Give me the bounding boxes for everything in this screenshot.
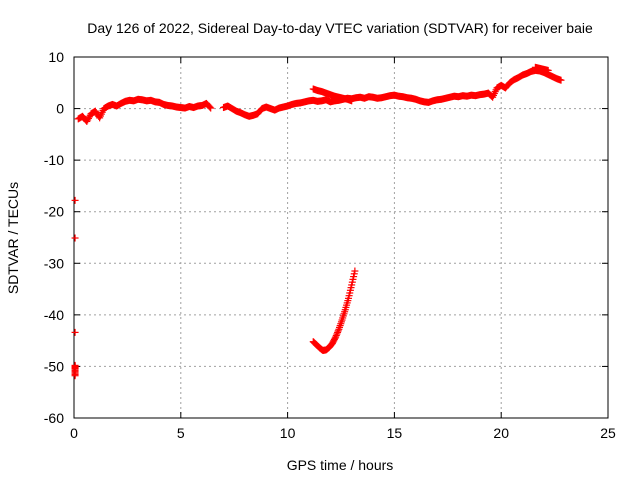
data-point [332,331,340,339]
y-tick-label: -10 [44,152,64,168]
y-tick-label: 0 [56,101,64,117]
data-point [71,196,79,204]
x-tick-label: 0 [70,425,78,441]
data-point [334,328,342,336]
data-point [83,117,91,125]
data-point [71,372,79,380]
x-tick-label: 25 [600,425,616,441]
data-point [348,97,356,105]
series-negative-arc [309,267,359,354]
series-main-trace [74,63,565,125]
data-point [71,234,79,242]
x-tick-label: 15 [387,425,403,441]
x-axis-label: GPS time / hours [287,457,394,473]
plot-frame [73,56,609,419]
y-tick-label: -60 [44,410,64,426]
data-point [332,333,340,341]
series-left-edge [71,196,79,380]
data-point [334,327,342,335]
y-axis-label: SDTVAR / TECUs [5,182,21,294]
y-tick-label: -20 [44,204,64,220]
y-tick-label: -40 [44,307,64,323]
data-point [557,76,565,84]
x-tick-label: 20 [493,425,509,441]
data-points [71,63,565,380]
data-point [207,104,215,112]
data-point [85,113,93,121]
data-point [85,114,93,122]
y-tick-label: 10 [48,49,64,65]
data-point [206,103,214,111]
y-tick-label: -50 [44,358,64,374]
x-tick-label: 5 [177,425,185,441]
data-point [84,116,92,124]
y-tick-label: -30 [44,255,64,271]
axis-ticks [73,56,609,419]
grid [74,57,608,418]
data-point [71,328,79,336]
tick-labels: 0 5 10 15 20 25 10 0 -10 -20 -30 -40 -50 -60 [44,49,616,441]
data-point [351,267,359,275]
chart-title: Day 126 of 2022, Sidereal Day-to-day VTE… [87,20,593,36]
data-point [544,66,552,74]
x-tick-label: 10 [280,425,296,441]
data-point [333,330,341,338]
